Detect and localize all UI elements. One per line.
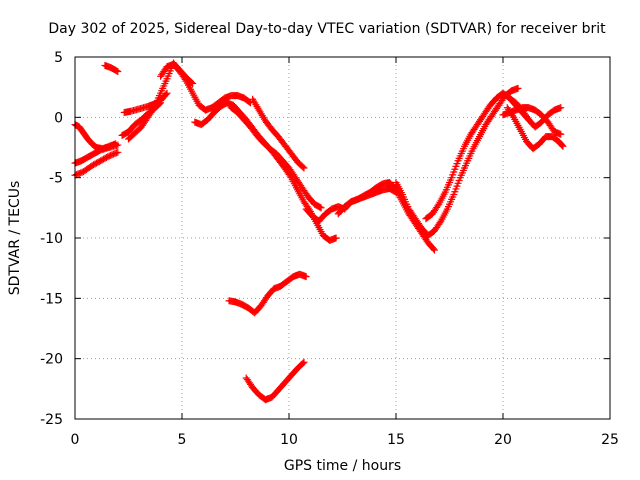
data-point [558,141,566,149]
data-point [431,246,439,254]
series-arc-17 [499,104,565,138]
data-point [559,142,567,150]
y-tick-label: -15 [40,291,63,307]
data-point [434,202,442,210]
data-point [332,234,340,242]
series-arc-20 [242,358,308,404]
data-point [114,148,122,156]
y-tick-label: -5 [49,171,63,187]
data-point [557,130,565,138]
data-point [163,89,171,97]
chart-title: Day 302 of 2025, Sidereal Day-to-day VTE… [48,21,606,37]
data-point [316,203,324,211]
x-tick-label: 10 [280,432,298,448]
y-tick-label: 0 [54,110,63,126]
series-arc-10 [227,104,325,212]
y-tick-label: -25 [40,412,63,428]
series-arc-16 [505,94,565,131]
series-arc-8 [157,60,254,114]
data-point [300,164,308,172]
data-point [112,149,120,157]
data-point [302,273,310,281]
data-point [300,358,308,366]
data-point [162,90,170,98]
y-tick-label: 5 [54,50,63,66]
series-arc-19 [225,270,310,317]
data-point [317,204,325,212]
series-arc-4 [101,61,122,75]
data-points [71,59,567,404]
x-axis-title: GPS time / hours [284,458,401,474]
data-point [114,67,122,75]
data-point [514,84,522,92]
y-axis-title: SDTVAR / TECUs [7,181,23,296]
x-tick-label: 25 [601,432,619,448]
series-arc-18 [503,104,567,153]
x-tick-label: 15 [387,432,405,448]
x-tick-label: 5 [178,432,187,448]
series-arc-11 [249,95,308,172]
series-arc-14 [392,84,522,240]
data-point [436,219,444,227]
axis-ticks: 0 5 10 15 20 25 -25 -20 -15 -10 -5 0 5 [40,50,619,448]
series-arc-3 [71,121,120,153]
data-point [299,163,307,171]
data-point [429,245,437,253]
y-tick-label: -10 [40,231,63,247]
data-point [557,104,565,112]
series-arc-2 [71,148,122,179]
data-point [557,141,565,149]
data-point [112,140,120,148]
data-point [509,112,517,120]
y-tick-label: -20 [40,352,63,368]
data-point [149,105,157,113]
data-point [113,67,121,75]
data-point [299,359,307,367]
x-tick-label: 0 [71,432,80,448]
data-point [181,76,189,84]
x-tick-label: 20 [494,432,512,448]
